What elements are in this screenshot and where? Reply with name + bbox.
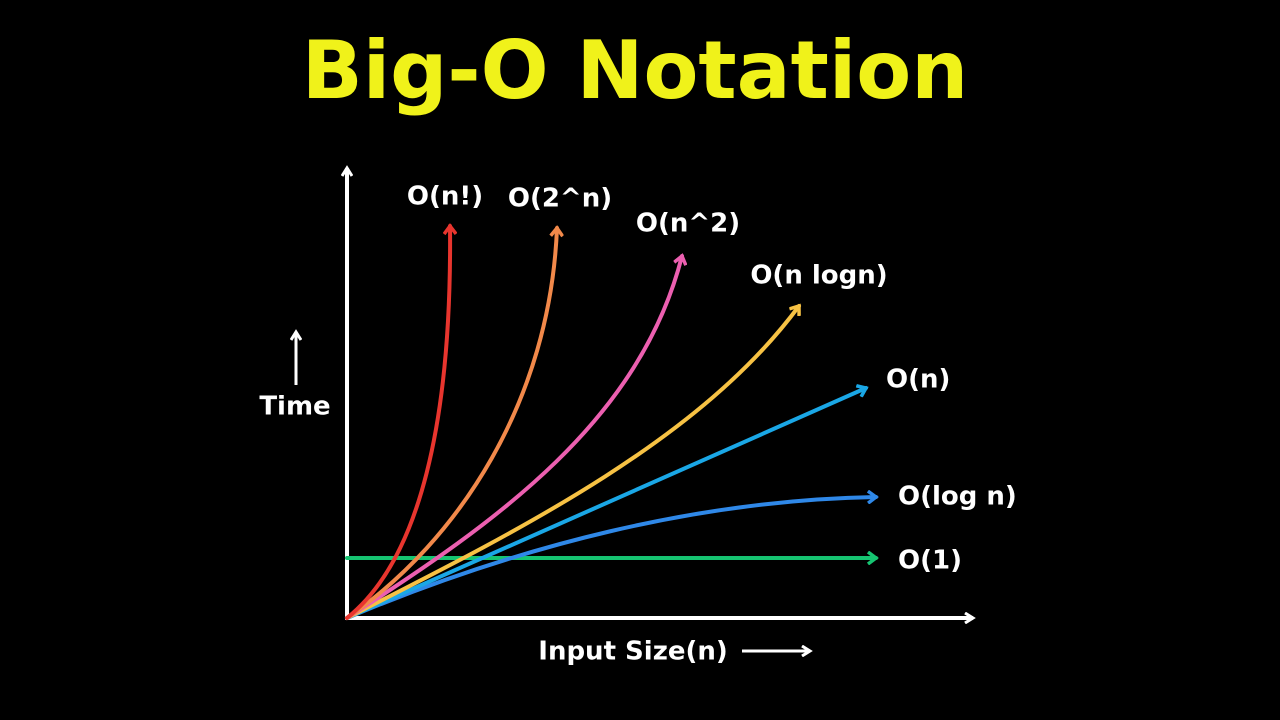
- curve-label: O(n^2): [636, 209, 740, 239]
- curve-label: O(n!): [407, 182, 483, 212]
- curve: [345, 226, 450, 620]
- curve-label: O(n logn): [750, 261, 887, 291]
- curve-label: O(n): [886, 365, 950, 395]
- curve: [345, 228, 557, 620]
- curve: [345, 388, 866, 620]
- curve-label: O(2^n): [508, 184, 612, 214]
- curve: [345, 256, 682, 620]
- title: Big-O Notation: [302, 24, 968, 117]
- curve-label: O(1): [898, 546, 962, 576]
- y-axis-label: Time: [259, 392, 330, 422]
- curve: [345, 306, 801, 620]
- curve-label: O(log n): [898, 482, 1017, 512]
- x-axis-label: Input Size(n): [538, 637, 727, 667]
- curve: [345, 497, 876, 620]
